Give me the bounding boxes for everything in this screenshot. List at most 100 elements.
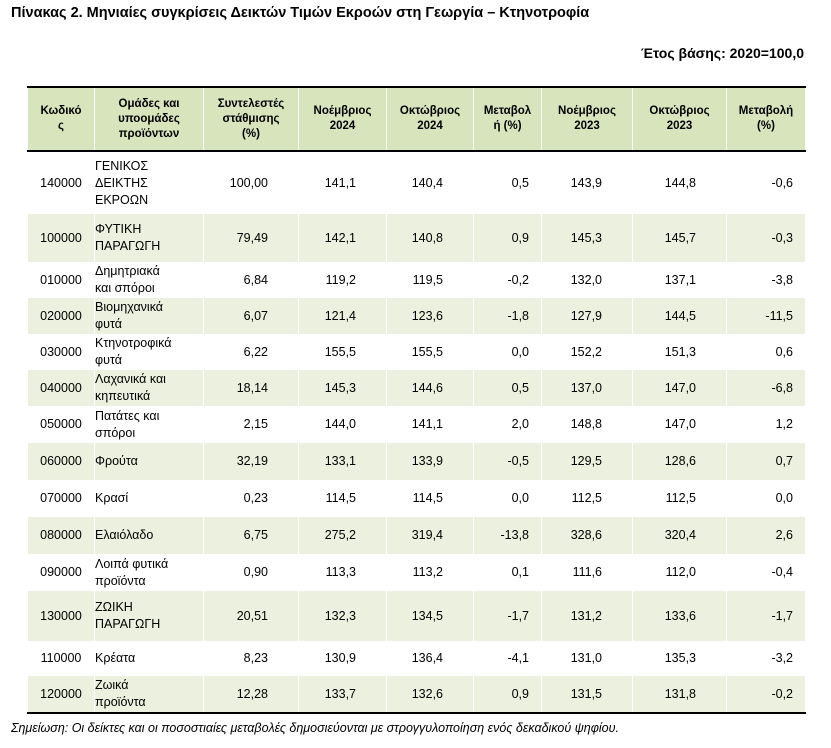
cell-weight: 8,23: [203, 641, 299, 676]
footnote: Σημείωση: Οι δείκτες και οι ποσοστιαίες …: [11, 721, 619, 735]
cell-change-2024: -1,7: [473, 591, 542, 641]
cell-nov-2024: 155,5: [298, 334, 387, 370]
header-oct-2024: Οκτώβριος 2024: [386, 86, 474, 152]
cell-oct-2023: 147,0: [632, 406, 727, 443]
table-row: 080000 Ελαιόλαδο 6,75 275,2 319,4 -13,8 328,6 3…: [27, 517, 806, 554]
cell-group-name: Φρούτα: [94, 443, 204, 480]
cell-oct-2023: 144,8: [632, 151, 727, 214]
table-row: 070000 Κρασί 0,23 114,5 114,5 0,0 112,5 112,5 0,…: [27, 480, 806, 517]
base-year-label: Έτος βάσης: 2020=100,0: [641, 45, 804, 61]
cell-nov-2023: 111,6: [541, 554, 633, 591]
cell-group-name: ΓΕΝΙΚΟΣ ΔΕΙΚΤΗΣ ΕΚΡΟΩΝ: [94, 151, 204, 214]
cell-code: 030000: [27, 334, 95, 370]
table-row: 020000 Βιομηχανικά φυτά 6,07 121,4 123,6 -1,8 1…: [27, 298, 806, 334]
cell-oct-2024: 140,4: [386, 151, 474, 214]
cell-oct-2023: 147,0: [632, 370, 727, 406]
cell-code: 100000: [27, 214, 95, 262]
cell-change-2023: 0,7: [726, 443, 806, 480]
header-oct-2023: Οκτώβριος 2023: [632, 86, 727, 152]
cell-oct-2024: 133,9: [386, 443, 474, 480]
cell-oct-2023: 131,8: [632, 676, 727, 714]
cell-weight: 6,75: [203, 517, 299, 554]
cell-weight: 6,22: [203, 334, 299, 370]
cell-change-2023: -11,5: [726, 298, 806, 334]
cell-nov-2024: 114,5: [298, 480, 387, 517]
cell-nov-2023: 131,0: [541, 641, 633, 676]
cell-nov-2024: 113,3: [298, 554, 387, 591]
cell-oct-2023: 145,7: [632, 214, 727, 262]
cell-group-name: Κρασί: [94, 480, 204, 517]
cell-code: 050000: [27, 406, 95, 443]
cell-group-name: ΦΥΤΙΚΗ ΠΑΡΑΓΩΓΗ: [94, 214, 204, 262]
cell-weight: 2,15: [203, 406, 299, 443]
cell-nov-2024: 144,0: [298, 406, 387, 443]
cell-change-2024: -0,2: [473, 262, 542, 298]
table-row: 100000 ΦΥΤΙΚΗ ΠΑΡΑΓΩΓΗ 79,49 142,1 140,8 0,9 14…: [27, 214, 806, 262]
cell-group-name: Βιομηχανικά φυτά: [94, 298, 204, 334]
cell-oct-2024: 134,5: [386, 591, 474, 641]
header-row: Κωδικό ς Ομάδες και υποομάδες προϊόντων Συν…: [27, 86, 806, 152]
cell-change-2024: 0,5: [473, 151, 542, 214]
cell-change-2023: -6,8: [726, 370, 806, 406]
cell-weight: 6,07: [203, 298, 299, 334]
cell-weight: 20,51: [203, 591, 299, 641]
cell-code: 080000: [27, 517, 95, 554]
cell-change-2024: 2,0: [473, 406, 542, 443]
cell-oct-2024: 319,4: [386, 517, 474, 554]
table-row: 060000 Φρούτα 32,19 133,1 133,9 -0,5 129,5 128,…: [27, 443, 806, 480]
cell-weight: 12,28: [203, 676, 299, 714]
cell-change-2023: -0,4: [726, 554, 806, 591]
cell-nov-2023: 152,2: [541, 334, 633, 370]
cell-code: 010000: [27, 262, 95, 298]
cell-change-2024: -4,1: [473, 641, 542, 676]
cell-nov-2024: 133,7: [298, 676, 387, 714]
cell-change-2024: 0,5: [473, 370, 542, 406]
cell-change-2023: 2,6: [726, 517, 806, 554]
cell-code: 130000: [27, 591, 95, 641]
cell-nov-2023: 148,8: [541, 406, 633, 443]
cell-oct-2024: 144,6: [386, 370, 474, 406]
cell-nov-2023: 127,9: [541, 298, 633, 334]
cell-weight: 32,19: [203, 443, 299, 480]
indices-table: Κωδικό ς Ομάδες και υποομάδες προϊόντων Συν…: [27, 86, 806, 714]
table-row: 010000 Δημητριακά και σπόροι 6,84 119,2 119,5…: [27, 262, 806, 298]
cell-code: 060000: [27, 443, 95, 480]
header-groups: Ομάδες και υποομάδες προϊόντων: [94, 86, 204, 152]
cell-change-2023: -1,7: [726, 591, 806, 641]
cell-oct-2023: 151,3: [632, 334, 727, 370]
cell-oct-2023: 112,5: [632, 480, 727, 517]
cell-oct-2023: 144,5: [632, 298, 727, 334]
table-row: 040000 Λαχανικά και κηπευτικά 18,14 145,3 144…: [27, 370, 806, 406]
header-nov-2023: Νοέμβριος 2023: [541, 86, 633, 152]
cell-nov-2023: 131,5: [541, 676, 633, 714]
header-change-2023: Μεταβολή (%): [726, 86, 806, 152]
cell-group-name: Δημητριακά και σπόροι: [94, 262, 204, 298]
cell-code: 120000: [27, 676, 95, 714]
cell-change-2023: 0,6: [726, 334, 806, 370]
cell-group-name: Κρέατα: [94, 641, 204, 676]
header-weights: Συντελεστές στάθμισης (%): [203, 86, 299, 152]
cell-nov-2024: 145,3: [298, 370, 387, 406]
cell-weight: 100,00: [203, 151, 299, 214]
cell-oct-2024: 141,1: [386, 406, 474, 443]
cell-oct-2024: 119,5: [386, 262, 474, 298]
cell-change-2024: -0,5: [473, 443, 542, 480]
cell-code: 020000: [27, 298, 95, 334]
cell-oct-2023: 320,4: [632, 517, 727, 554]
cell-group-name: Λοιπά φυτικά προϊόντα: [94, 554, 204, 591]
cell-nov-2024: 133,1: [298, 443, 387, 480]
cell-weight: 79,49: [203, 214, 299, 262]
cell-code: 110000: [27, 641, 95, 676]
cell-nov-2023: 328,6: [541, 517, 633, 554]
cell-nov-2024: 119,2: [298, 262, 387, 298]
cell-weight: 6,84: [203, 262, 299, 298]
table-row: 140000 ΓΕΝΙΚΟΣ ΔΕΙΚΤΗΣ ΕΚΡΟΩΝ 100,00 141,1 140…: [27, 151, 806, 214]
cell-nov-2023: 129,5: [541, 443, 633, 480]
cell-weight: 0,23: [203, 480, 299, 517]
cell-change-2024: 0,9: [473, 214, 542, 262]
cell-oct-2023: 128,6: [632, 443, 727, 480]
cell-oct-2023: 137,1: [632, 262, 727, 298]
cell-change-2024: 0,0: [473, 334, 542, 370]
cell-nov-2023: 132,0: [541, 262, 633, 298]
cell-nov-2024: 275,2: [298, 517, 387, 554]
